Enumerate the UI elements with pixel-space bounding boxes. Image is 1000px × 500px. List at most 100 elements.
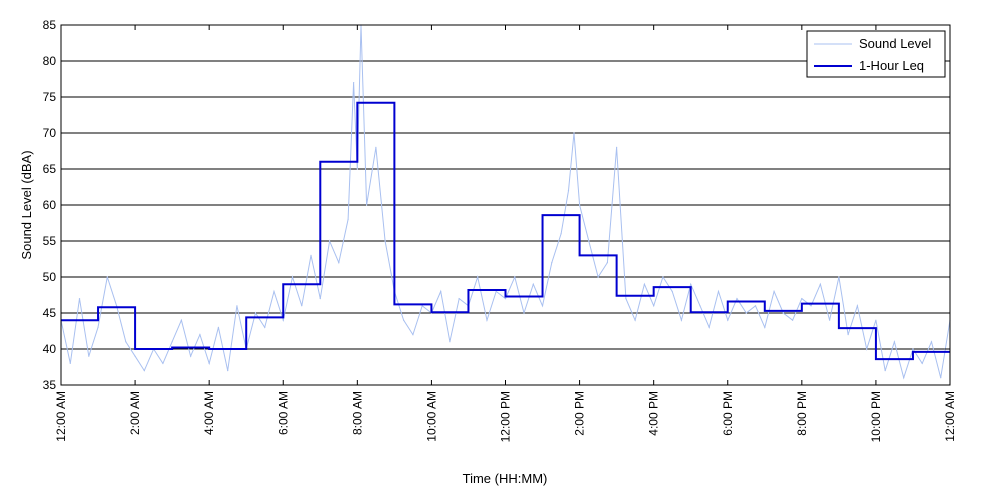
sound-level-point [717,290,720,292]
legend-box [806,30,946,78]
sound-level-point [782,312,784,314]
sound-level-point [597,276,599,278]
x-tick-label: 2:00 PM [573,391,587,436]
sound-level-point [625,298,627,300]
sound-level-point [162,362,164,364]
sound-level-point [643,283,646,285]
y-tick-label: 35 [43,378,57,392]
sound-level-point [884,370,886,372]
x-tick-label: 2:00 AM [128,391,142,435]
sound-level-point [736,298,738,300]
sound-level-point [560,233,562,235]
sound-level-point [273,290,275,292]
sound-level-point [847,334,849,336]
sound-level-point [338,262,340,264]
sound-level-point [282,319,284,321]
y-tick-label: 45 [43,306,57,320]
sound-level-point [551,262,553,264]
sound-level-point [69,362,71,364]
sound-level-point [578,204,581,206]
sound-level-point [180,319,182,321]
sound-level-point [106,276,108,278]
x-tick-label: 12:00 AM [943,391,957,442]
sound-level-point [930,341,933,343]
sound-level-point [97,326,99,328]
y-axis-ticks: 35 40 45 50 55 60 65 70 75 80 85 [43,18,950,392]
sound-level-point [810,305,812,307]
sound-level-point [356,168,358,170]
sound-level-point [365,204,368,206]
sound-level-point [727,319,729,321]
y-tick-label: 60 [43,198,57,212]
sound-level-point [745,312,747,314]
x-tick-label: 6:00 PM [721,391,735,436]
sound-level-point [573,132,575,134]
sound-level-point [838,276,840,278]
sound-level-point [856,305,858,307]
sound-level-point [199,334,201,336]
sound-level-point [606,262,608,264]
y-tick-label: 40 [43,342,57,356]
legend: Sound Level 1-Hour Leq [806,30,946,78]
x-tick-label: 6:00 AM [276,391,290,435]
legend-label-leq: 1-Hour Leq [859,58,924,73]
sound-level-series [60,24,951,380]
y-tick-label: 80 [43,54,57,68]
x-axis-ticks: 12:00 AM 2:00 AM 4:00 AM 6:00 AM 8:00 AM 10:0… [54,25,957,442]
sound-level-point [875,319,877,321]
sound-level-point [403,319,405,321]
leq-step-line [61,101,950,361]
sound-level-point [458,298,460,300]
sound-level-point [866,348,868,350]
sound-level-point [236,305,238,307]
sound-level-point [680,319,683,321]
sound-level-point [486,319,488,321]
sound-level-point [477,276,479,278]
sound-level-point [264,326,266,328]
sound-level-point [143,370,145,372]
sound-level-point [449,341,451,343]
sound-level-point [588,240,590,242]
sound-level-point [310,254,312,256]
y-tick-label: 65 [43,162,57,176]
sound-level-point [514,276,516,278]
sound-level-point [754,305,757,307]
sound-level-point [421,305,423,307]
y-tick-label: 75 [43,90,57,104]
sound-level-point [893,341,896,343]
sound-level-point [764,326,766,328]
sound-level-point [115,305,118,307]
y-tick-label: 55 [43,234,57,248]
sound-level-point [291,276,294,278]
sound-level-point [125,341,127,343]
sound-level-point [328,240,331,242]
sound-level-point [829,319,831,321]
sound-level-point [412,334,414,336]
sound-level-point [801,298,803,300]
sound-level-point [634,319,636,321]
sound-level-point [190,355,192,357]
x-tick-label: 12:00 PM [499,391,513,442]
sound-level-point [903,377,905,379]
sound-level-point [347,218,349,220]
sound-level-point [504,298,507,300]
legend-label-sound-level: Sound Level [859,36,931,51]
y-tick-label: 85 [43,18,57,32]
sound-level-point [616,146,618,148]
x-tick-label: 12:00 AM [54,391,68,442]
sound-level-point [208,362,210,364]
sound-level-point [940,377,942,379]
sound-level-point [301,305,303,307]
sound-level-line [60,24,951,380]
sound-level-point [495,290,497,292]
sound-level-point [921,362,923,364]
x-tick-label: 8:00 PM [795,391,809,436]
x-tick-label: 10:00 AM [424,391,438,442]
sound-level-point [440,290,442,292]
sound-level-point [690,283,692,285]
sound-level-point [773,290,775,292]
sound-level-point [88,355,90,357]
leq-series [61,101,950,361]
sound-level-point [653,305,655,307]
